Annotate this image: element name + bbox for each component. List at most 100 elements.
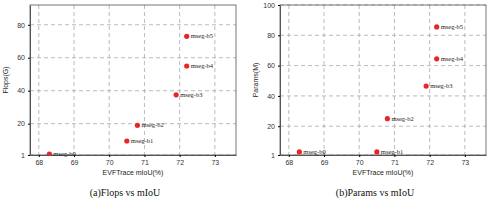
tick: 72 <box>426 155 434 166</box>
tick-mark <box>180 155 181 157</box>
tick-label: 1 <box>271 152 275 159</box>
point <box>424 83 429 88</box>
tick-mark <box>430 155 431 157</box>
grid-line <box>359 5 360 155</box>
grid-line <box>214 5 215 155</box>
tick: 70 <box>356 155 364 166</box>
tick-mark <box>278 155 280 156</box>
tick-label: 73 <box>211 159 219 166</box>
tick-mark <box>28 155 30 156</box>
y-axis: 120406080100 <box>263 2 280 159</box>
point <box>434 56 439 61</box>
point <box>135 123 140 128</box>
plot-frame <box>30 5 236 155</box>
point-label: mseg-b0 <box>53 150 75 157</box>
point-label: mseg-b2 <box>141 121 163 128</box>
x-axis-title: EVFTrace mIoU(%) <box>353 169 414 177</box>
point-label: mseg-b5 <box>441 23 463 30</box>
axis-line <box>280 6 281 156</box>
tick-mark <box>394 155 395 157</box>
x-axis: 68 69 70 71 72 73 <box>281 155 487 166</box>
point-label: mseg-b4 <box>191 62 214 69</box>
tick: 71 <box>391 155 399 166</box>
grid-line <box>30 90 236 91</box>
tick-mark <box>215 155 216 157</box>
tick: 80 <box>267 32 280 39</box>
grid-line <box>324 5 325 155</box>
tick: 40 <box>17 87 30 94</box>
tick-mark <box>278 96 280 97</box>
tick-label: 70 <box>356 159 364 166</box>
tick-label: 40 <box>17 87 25 94</box>
tick-label: 20 <box>17 120 25 127</box>
tick: 70 <box>106 155 114 166</box>
tick: 73 <box>211 155 219 166</box>
tick-label: 72 <box>426 159 434 166</box>
tick-mark <box>28 58 30 59</box>
tick: 60 <box>267 62 280 69</box>
point-label: mseg-b3 <box>430 82 452 89</box>
tick-label: 60 <box>17 54 25 61</box>
tick-label: 73 <box>461 159 469 166</box>
grid-line <box>280 126 486 127</box>
axis-line <box>30 6 31 156</box>
tick-label: 1 <box>21 152 25 159</box>
point <box>124 138 129 143</box>
tick-label: 60 <box>267 62 275 69</box>
tick: 69 <box>321 155 329 166</box>
tick-label: 100 <box>263 2 275 9</box>
tick-label: 70 <box>106 159 114 166</box>
grid-line <box>30 57 236 58</box>
grid-line <box>74 5 75 155</box>
point-labels: mseg-b0mseg-b1mseg-b2mseg-b3mseg-b4mseg-… <box>53 32 213 157</box>
point-label: mseg-b1 <box>381 148 403 155</box>
point <box>434 24 439 29</box>
point-label: mseg-b3 <box>180 91 202 98</box>
tick-mark <box>278 66 280 67</box>
point <box>184 34 189 39</box>
grid-line <box>394 5 395 155</box>
plot-frame <box>280 5 486 155</box>
tick-label: 20 <box>267 123 275 130</box>
tick: 71 <box>141 155 149 166</box>
tick-label: 71 <box>141 159 149 166</box>
grid-line <box>280 35 486 36</box>
tick: 73 <box>461 155 469 166</box>
caption: (b)Params vs mIoU <box>336 187 415 199</box>
point-label: mseg-b2 <box>391 115 413 122</box>
tick: 60 <box>17 54 30 61</box>
tick-mark <box>39 155 40 157</box>
figure: 68 69 70 71 72 73 1 20 40 60 80 mseg-b0 mseg-b1 mseg-… <box>0 0 500 203</box>
tick-mark <box>465 155 466 157</box>
tick: 68 <box>285 155 293 166</box>
grid-line <box>280 65 486 66</box>
tick-label: 69 <box>71 159 79 166</box>
panel: 686970717273120406080100mseg-b0mseg-b1ms… <box>252 2 487 199</box>
grid-line <box>429 5 430 155</box>
grid-line <box>109 5 110 155</box>
tick: 80 <box>17 22 30 29</box>
grid-line <box>30 123 236 124</box>
tick-mark <box>278 35 280 36</box>
tick-label: 72 <box>176 159 184 166</box>
grid-line <box>288 5 289 155</box>
point <box>385 116 390 121</box>
point <box>184 63 189 68</box>
tick: 100 <box>263 2 280 9</box>
grid <box>280 5 486 155</box>
grid-line <box>179 5 180 155</box>
tick: 20 <box>17 120 30 127</box>
grid <box>30 5 236 155</box>
tick-label: 69 <box>321 159 329 166</box>
tick: 1 <box>21 152 30 159</box>
point <box>374 149 379 154</box>
tick: 20 <box>267 123 280 130</box>
tick-mark <box>278 126 280 127</box>
tick-label: 71 <box>391 159 399 166</box>
tick-mark <box>289 155 290 157</box>
tick: 1 <box>271 152 280 159</box>
point <box>47 152 52 155</box>
grid-line <box>464 5 465 155</box>
point <box>174 92 179 97</box>
y-axis-title: Flops(G) <box>2 66 10 93</box>
